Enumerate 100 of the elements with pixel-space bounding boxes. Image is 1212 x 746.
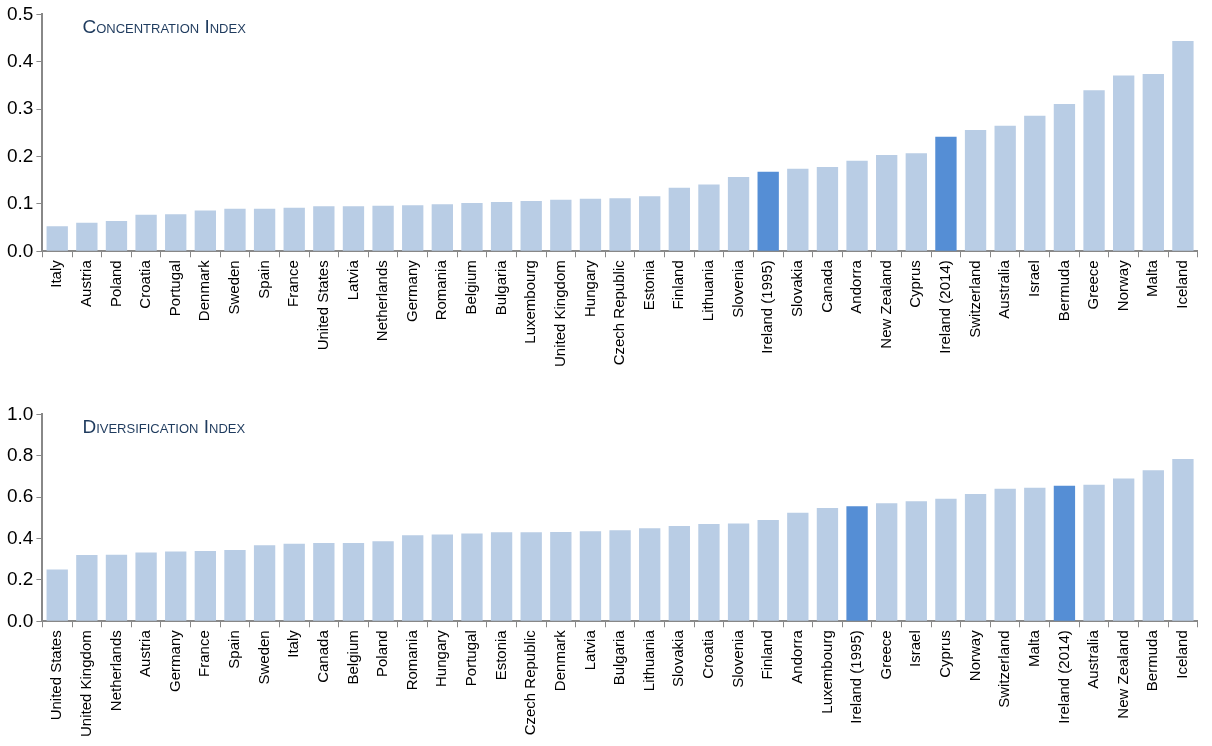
bar <box>787 512 809 621</box>
x-tick-label: Finland <box>758 630 776 680</box>
y-tick-label: 0.2 <box>6 568 34 590</box>
bar <box>639 528 661 621</box>
bar <box>816 507 839 621</box>
x-tick-label: Czech Republic <box>521 629 539 736</box>
chart-title: Diversification Index <box>82 416 246 438</box>
bar <box>105 220 128 251</box>
bar <box>579 198 602 251</box>
x-tick-label: Canada <box>817 259 835 313</box>
x-tick-label: Bulgaria <box>491 259 509 316</box>
x-tick-label: Germany <box>165 629 183 692</box>
x-tick-label: Ireland (1995) <box>758 260 776 354</box>
x-tick-label: Luxembourg <box>521 260 539 344</box>
x-tick-label: Ireland (1995) <box>847 630 865 724</box>
bar <box>727 176 750 251</box>
x-tick-label: New Zealand <box>1113 630 1131 719</box>
x-tick-label: Iceland <box>1173 630 1191 679</box>
bar <box>224 208 246 251</box>
bar <box>135 214 157 251</box>
x-tick-label: Andorra <box>847 259 865 314</box>
bar <box>816 166 839 251</box>
x-tick-label: Finland <box>669 260 687 310</box>
bar <box>253 208 276 251</box>
bar <box>1142 74 1164 251</box>
x-tick-label: Netherlands <box>106 630 124 712</box>
bar <box>461 202 483 251</box>
x-tick-label: Cyprus <box>906 260 924 308</box>
bar <box>520 201 542 251</box>
bar <box>639 196 661 251</box>
bar <box>757 519 779 621</box>
bar <box>876 503 898 621</box>
x-tick-label: Romania <box>402 629 420 691</box>
bar <box>1172 40 1194 251</box>
x-tick-label: Malta <box>1024 629 1042 667</box>
x-tick-label: Denmark <box>195 259 213 322</box>
x-tick-label: Italy <box>47 259 65 288</box>
x-tick-label: Canada <box>313 629 331 683</box>
bar <box>46 226 68 251</box>
bar <box>194 210 217 251</box>
x-tick-label: United States <box>313 260 331 351</box>
bar <box>876 155 898 251</box>
x-tick-label: Norway <box>965 629 983 682</box>
bar <box>76 222 98 251</box>
x-tick-label: Andorra <box>787 629 805 684</box>
x-tick-label: Ireland (2014) <box>1054 630 1072 724</box>
bar <box>609 530 631 621</box>
x-tick-label: Hungary <box>580 259 598 317</box>
bar <box>224 549 246 621</box>
x-tick-label: Estonia <box>639 259 657 311</box>
x-tick-label: Spain <box>225 630 243 669</box>
bar <box>846 506 868 621</box>
bar <box>313 206 335 251</box>
x-tick-label: Sweden <box>225 260 243 315</box>
y-tick-label: 0.6 <box>6 485 34 507</box>
x-tick-label: Belgium <box>462 260 480 315</box>
x-tick-label: Lithuania <box>699 259 717 322</box>
bar <box>520 532 542 621</box>
bar <box>194 550 217 621</box>
bar <box>283 543 305 621</box>
x-tick-label: Austria <box>136 629 154 677</box>
bar <box>283 207 305 251</box>
bar <box>1113 478 1135 621</box>
bar <box>757 171 779 251</box>
bar <box>846 160 868 251</box>
bar <box>550 531 572 621</box>
bar <box>550 199 572 251</box>
x-tick-label: Latvia <box>580 629 598 671</box>
y-tick-label: 0.2 <box>6 144 34 166</box>
x-tick-label: Slovenia <box>728 629 746 688</box>
bar <box>668 526 690 621</box>
x-tick-label: Sweden <box>254 630 272 685</box>
x-tick-label: Germany <box>402 259 420 322</box>
bar <box>105 554 128 621</box>
bar <box>402 535 424 621</box>
y-tick-label: 1.0 <box>6 402 34 424</box>
bar <box>698 524 720 621</box>
bar <box>579 531 602 621</box>
bar <box>165 214 187 251</box>
x-tick-label: France <box>284 260 302 307</box>
x-tick-label: Hungary <box>432 629 450 687</box>
x-tick-label: New Zealand <box>876 260 894 349</box>
bar <box>609 198 631 251</box>
x-tick-label: Switzerland <box>965 260 983 338</box>
bar <box>1113 75 1135 251</box>
x-tick-label: Greece <box>1084 260 1102 310</box>
x-tick-label: Austria <box>76 259 94 307</box>
x-tick-label: Iceland <box>1173 260 1191 309</box>
x-tick-label: Greece <box>876 630 894 680</box>
x-tick-label: Israel <box>1024 260 1042 297</box>
y-tick-label: 0.8 <box>6 444 34 466</box>
bar <box>490 202 513 251</box>
x-tick-label: Estonia <box>491 629 509 681</box>
x-tick-label: Lithuania <box>639 629 657 692</box>
bar <box>372 205 394 251</box>
x-tick-label: Slovenia <box>728 259 746 318</box>
x-tick-label: Netherlands <box>373 260 391 342</box>
x-tick-label: Spain <box>254 260 272 299</box>
x-tick-label: Switzerland <box>995 630 1013 708</box>
x-tick-label: Bermuda <box>1143 629 1161 692</box>
